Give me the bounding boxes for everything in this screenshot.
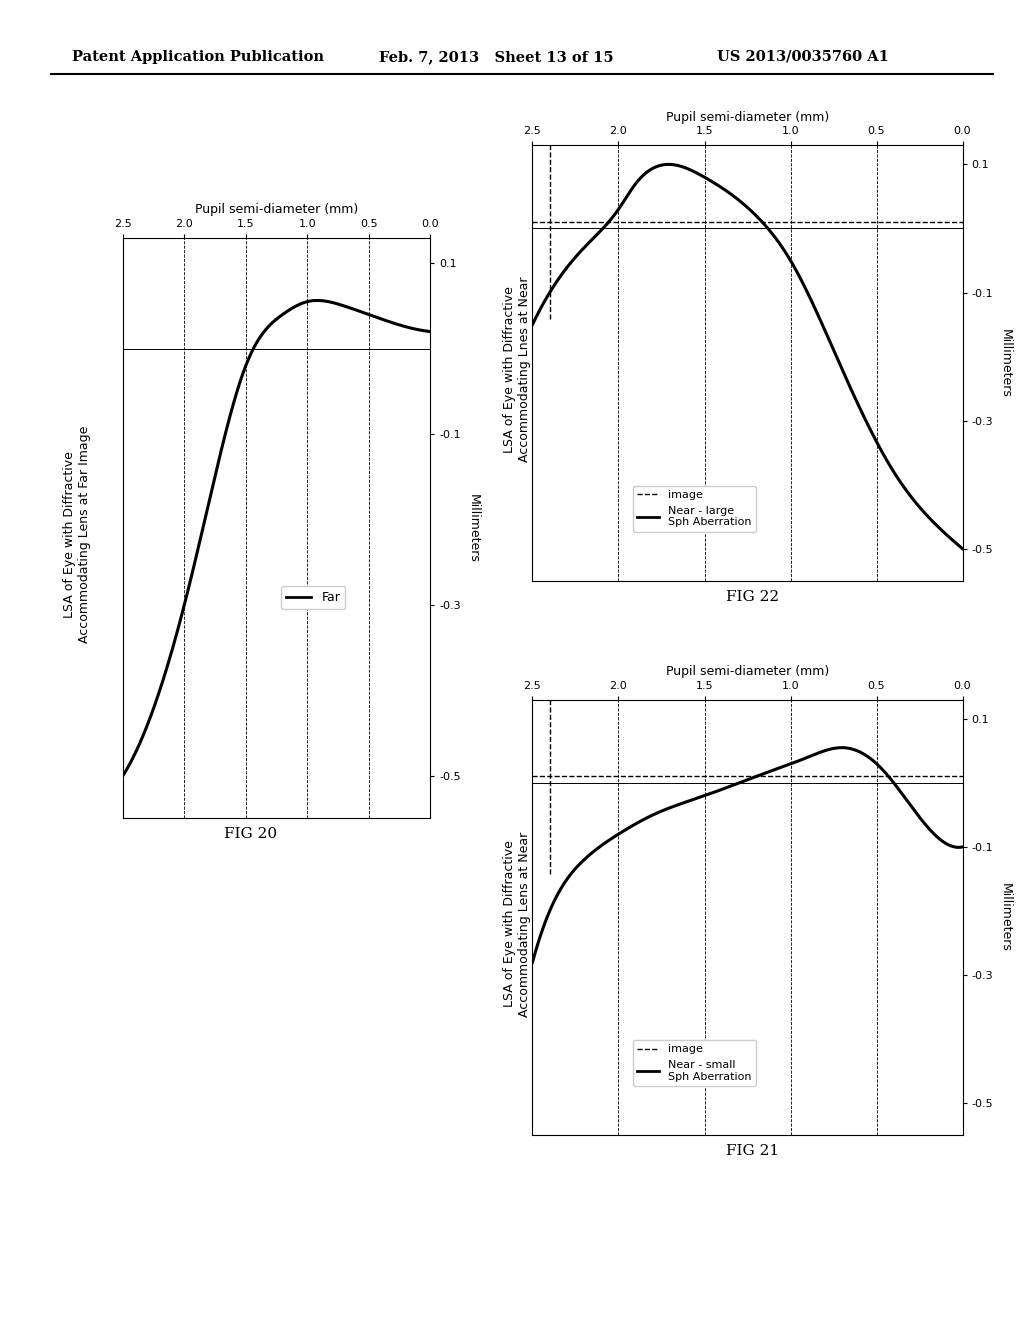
Y-axis label: Millimeters: Millimeters — [466, 494, 479, 562]
Text: US 2013/0035760 A1: US 2013/0035760 A1 — [717, 50, 889, 63]
Y-axis label: Millimeters: Millimeters — [998, 329, 1012, 397]
Text: FIG 20: FIG 20 — [224, 828, 278, 841]
Text: LSA of Eye with Diffractive
Accommodating Lens at Near: LSA of Eye with Diffractive Accommodatin… — [503, 832, 531, 1016]
Legend: image, Near - large
Sph Aberration: image, Near - large Sph Aberration — [633, 486, 756, 532]
Text: LSA of Eye with Diffractive
Accommodating Lens at Far Image: LSA of Eye with Diffractive Accommodatin… — [62, 426, 91, 643]
Legend: Far: Far — [282, 586, 345, 610]
Text: Patent Application Publication: Patent Application Publication — [72, 50, 324, 63]
Text: FIG 22: FIG 22 — [726, 590, 779, 603]
X-axis label: Pupil semi-diameter (mm): Pupil semi-diameter (mm) — [666, 665, 829, 678]
Legend: image, Near - small
Sph Aberration: image, Near - small Sph Aberration — [633, 1040, 756, 1086]
Y-axis label: Millimeters: Millimeters — [998, 883, 1012, 952]
X-axis label: Pupil semi-diameter (mm): Pupil semi-diameter (mm) — [666, 111, 829, 124]
X-axis label: Pupil semi-diameter (mm): Pupil semi-diameter (mm) — [195, 203, 358, 216]
Text: Feb. 7, 2013   Sheet 13 of 15: Feb. 7, 2013 Sheet 13 of 15 — [379, 50, 613, 63]
Text: FIG 21: FIG 21 — [726, 1144, 779, 1158]
Text: LSA of Eye with Diffractive
Accommodating Lnes at Near: LSA of Eye with Diffractive Accommodatin… — [503, 277, 531, 462]
